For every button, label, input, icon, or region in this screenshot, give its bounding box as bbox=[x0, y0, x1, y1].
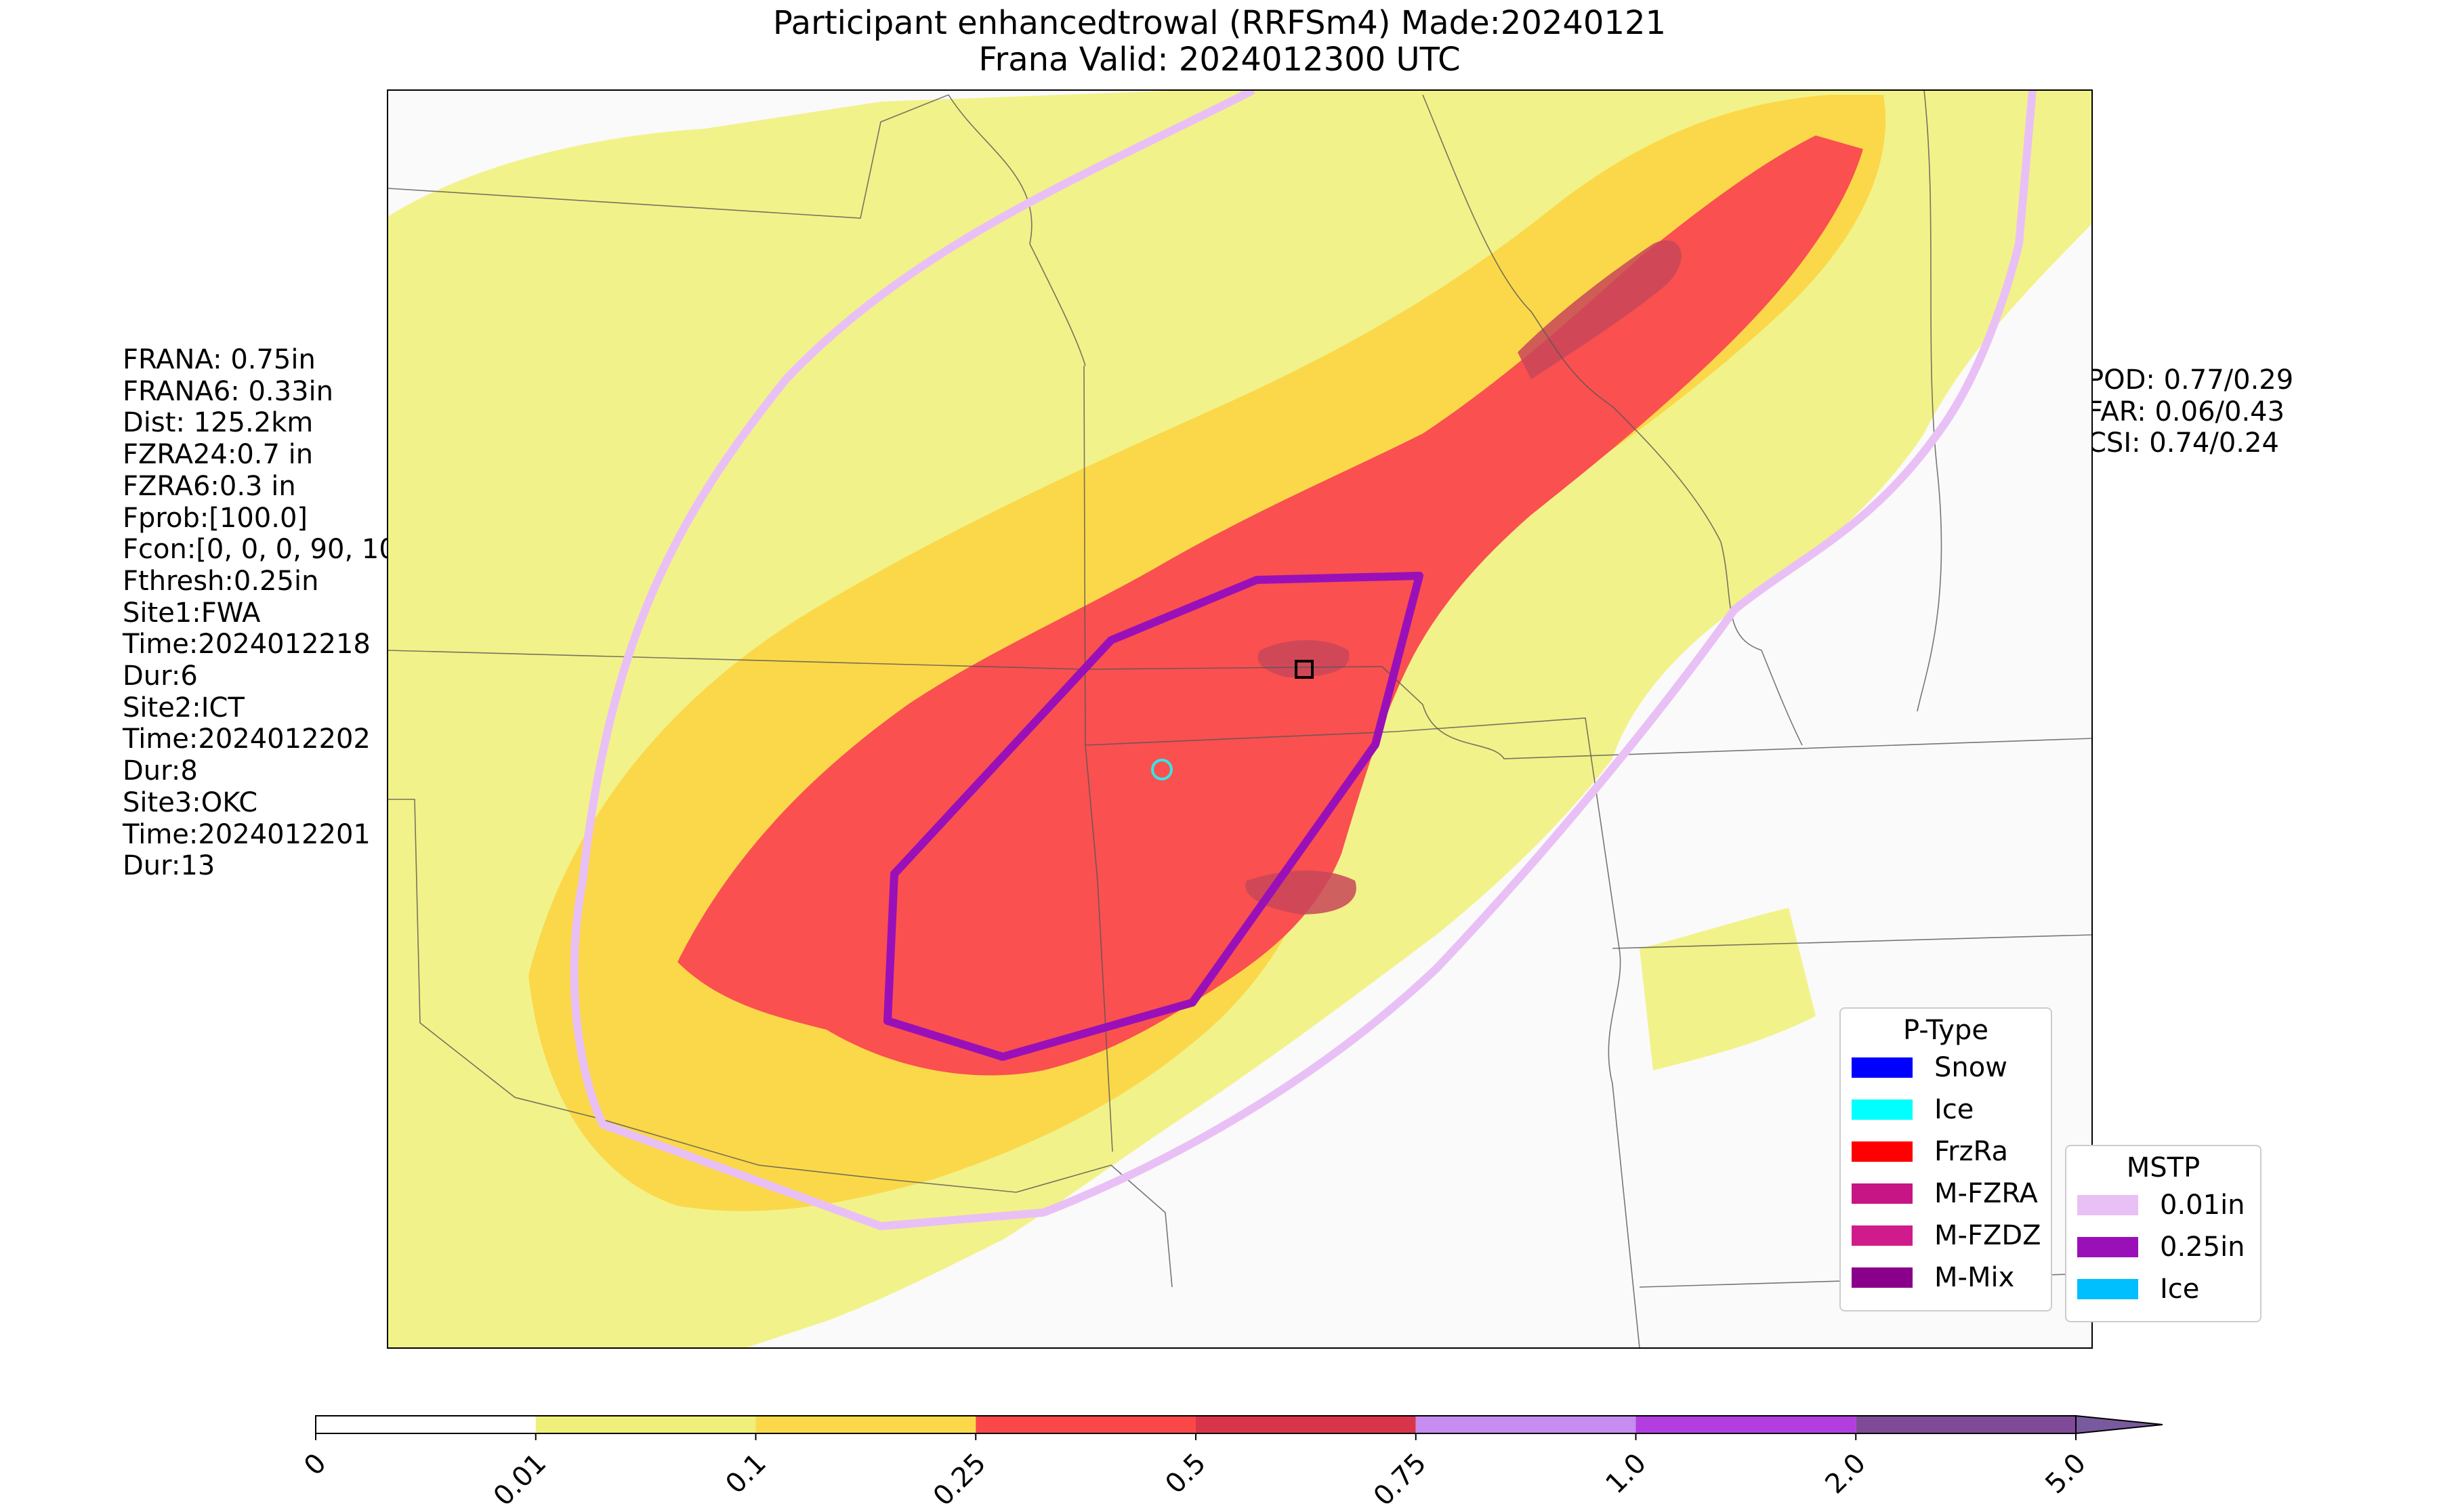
ptype-legend-swatch bbox=[1852, 1099, 1913, 1120]
map-frame bbox=[387, 89, 2093, 1349]
left-stats-line: Fcon:[0, 0, 0, 90, 10] bbox=[123, 534, 407, 566]
precip-contour-0.5-a bbox=[1518, 240, 1682, 379]
left-stats-line: Fthresh:0.25in bbox=[123, 565, 319, 597]
precip-contour-0.5-c bbox=[1245, 870, 1356, 915]
mstp-0.25in-outline bbox=[883, 572, 1423, 1061]
verification-stats-panel: POD: 0.77/0.29 FAR: 0.06/0.43 CSI: 0.74/0.… bbox=[2087, 364, 2293, 459]
ptype-legend-label: Ice bbox=[1934, 1094, 1974, 1125]
ptype-legend-item: M-FZRA bbox=[1841, 1173, 2051, 1215]
chart-title-line1: Participant enhancedtrowal (RRFSm4) Made… bbox=[772, 4, 1667, 42]
ptype-legend-item: Ice bbox=[1841, 1089, 2051, 1131]
left-stats-line: FZRA24:0.7 in bbox=[123, 439, 314, 471]
left-stats-line: Time:2024012202 bbox=[123, 723, 371, 755]
precip-contour-0.25 bbox=[678, 135, 1863, 1076]
site-marker-square bbox=[1295, 660, 1314, 679]
ptype-legend-swatch bbox=[1852, 1057, 1913, 1078]
ptype-legend-swatch bbox=[1852, 1183, 1913, 1204]
colorbar-segment bbox=[1415, 1416, 1636, 1433]
left-stats-line: Dist: 125.2km bbox=[123, 407, 314, 439]
colorbar-segment bbox=[1196, 1416, 1416, 1433]
map-plot-area bbox=[388, 90, 2092, 1348]
colorbar-segment bbox=[755, 1416, 976, 1433]
mstp-legend-label: 0.25in bbox=[2160, 1232, 2245, 1263]
ptype-legend-label: M-Mix bbox=[1934, 1262, 2015, 1293]
mstp-legend-item: 0.01in bbox=[2066, 1184, 2260, 1226]
colorbar-extend-arrow bbox=[2075, 1414, 2163, 1435]
ptype-legend-item: M-Mix bbox=[1841, 1257, 2051, 1299]
ptype-legend-swatch bbox=[1852, 1141, 1913, 1162]
ptype-legend-item: Snow bbox=[1841, 1047, 2051, 1089]
ptype-legend-label: M-FZDZ bbox=[1934, 1220, 2041, 1251]
state-borders bbox=[388, 90, 2092, 1348]
colorbar-segment bbox=[535, 1416, 756, 1433]
verification-stats-line: CSI: 0.74/0.24 bbox=[2087, 427, 2279, 459]
colorbar-segment bbox=[316, 1416, 536, 1433]
left-stats-line: Site2:ICT bbox=[123, 692, 245, 723]
left-stats-line: Fprob:[100.0] bbox=[123, 502, 308, 534]
mstp-legend: MSTP 0.01in 0.25in Ice bbox=[2065, 1145, 2261, 1322]
precip-contour-0.5-b bbox=[1257, 640, 1350, 677]
verification-stats-line: POD: 0.77/0.29 bbox=[2087, 364, 2294, 396]
colorbar-segment bbox=[1635, 1416, 1856, 1433]
ptype-legend-title: P-Type bbox=[1903, 1015, 1988, 1046]
mstp-legend-label: 0.01in bbox=[2160, 1190, 2245, 1221]
left-stats-line: FZRA6:0.3 in bbox=[123, 470, 296, 502]
left-stats-line: FRANA6: 0.33in bbox=[123, 375, 333, 407]
mstp-legend-swatch bbox=[2077, 1279, 2138, 1299]
site-marker-circle bbox=[1151, 759, 1173, 780]
colorbar-segment bbox=[1856, 1416, 2076, 1433]
chart-title-line2: Frana Valid: 2024012300 UTC bbox=[978, 41, 1461, 79]
left-stats-line: Dur:8 bbox=[123, 755, 198, 787]
left-stats-line: FRANA: 0.75in bbox=[123, 344, 316, 375]
left-stats-line: Dur:6 bbox=[123, 660, 198, 692]
mstp-legend-item: 0.25in bbox=[2066, 1226, 2260, 1268]
colorbar bbox=[315, 1414, 2163, 1440]
left-stats-line: Site3:OKC bbox=[123, 786, 258, 818]
colorbar-segment bbox=[976, 1416, 1196, 1433]
precip-contour-0.01-east bbox=[1640, 908, 1816, 1070]
ptype-legend: P-Type Snow Ice FrzRa M-FZRA M-FZDZ M-Mix bbox=[1839, 1007, 2052, 1311]
mstp-legend-item: Ice bbox=[2066, 1268, 2260, 1310]
ptype-legend-swatch bbox=[1852, 1225, 1913, 1246]
left-stats-panel: FRANA: 0.75in FRANA6: 0.33in Dist: 125.2km… bbox=[123, 344, 406, 882]
left-stats-line: Time:2024012201 bbox=[123, 818, 371, 850]
ptype-legend-swatch bbox=[1852, 1267, 1913, 1288]
ptype-legend-item: M-FZDZ bbox=[1841, 1215, 2051, 1257]
mstp-legend-label: Ice bbox=[2160, 1274, 2200, 1305]
mstp-0.01in-outline bbox=[570, 90, 2037, 1231]
ptype-legend-label: M-FZRA bbox=[1934, 1178, 2038, 1209]
left-stats-line: Time:2024012218 bbox=[123, 629, 371, 660]
left-stats-line: Site1:FWA bbox=[123, 597, 261, 629]
verification-stats-line: FAR: 0.06/0.43 bbox=[2087, 396, 2285, 427]
mstp-legend-title: MSTP bbox=[2126, 1152, 2201, 1183]
mstp-legend-swatch bbox=[2077, 1195, 2138, 1215]
ptype-legend-label: FrzRa bbox=[1934, 1136, 2008, 1167]
left-stats-line: Dur:13 bbox=[123, 850, 215, 882]
ptype-legend-label: Snow bbox=[1934, 1052, 2007, 1083]
ptype-legend-item: FrzRa bbox=[1841, 1131, 2051, 1173]
mstp-legend-swatch bbox=[2077, 1237, 2138, 1257]
